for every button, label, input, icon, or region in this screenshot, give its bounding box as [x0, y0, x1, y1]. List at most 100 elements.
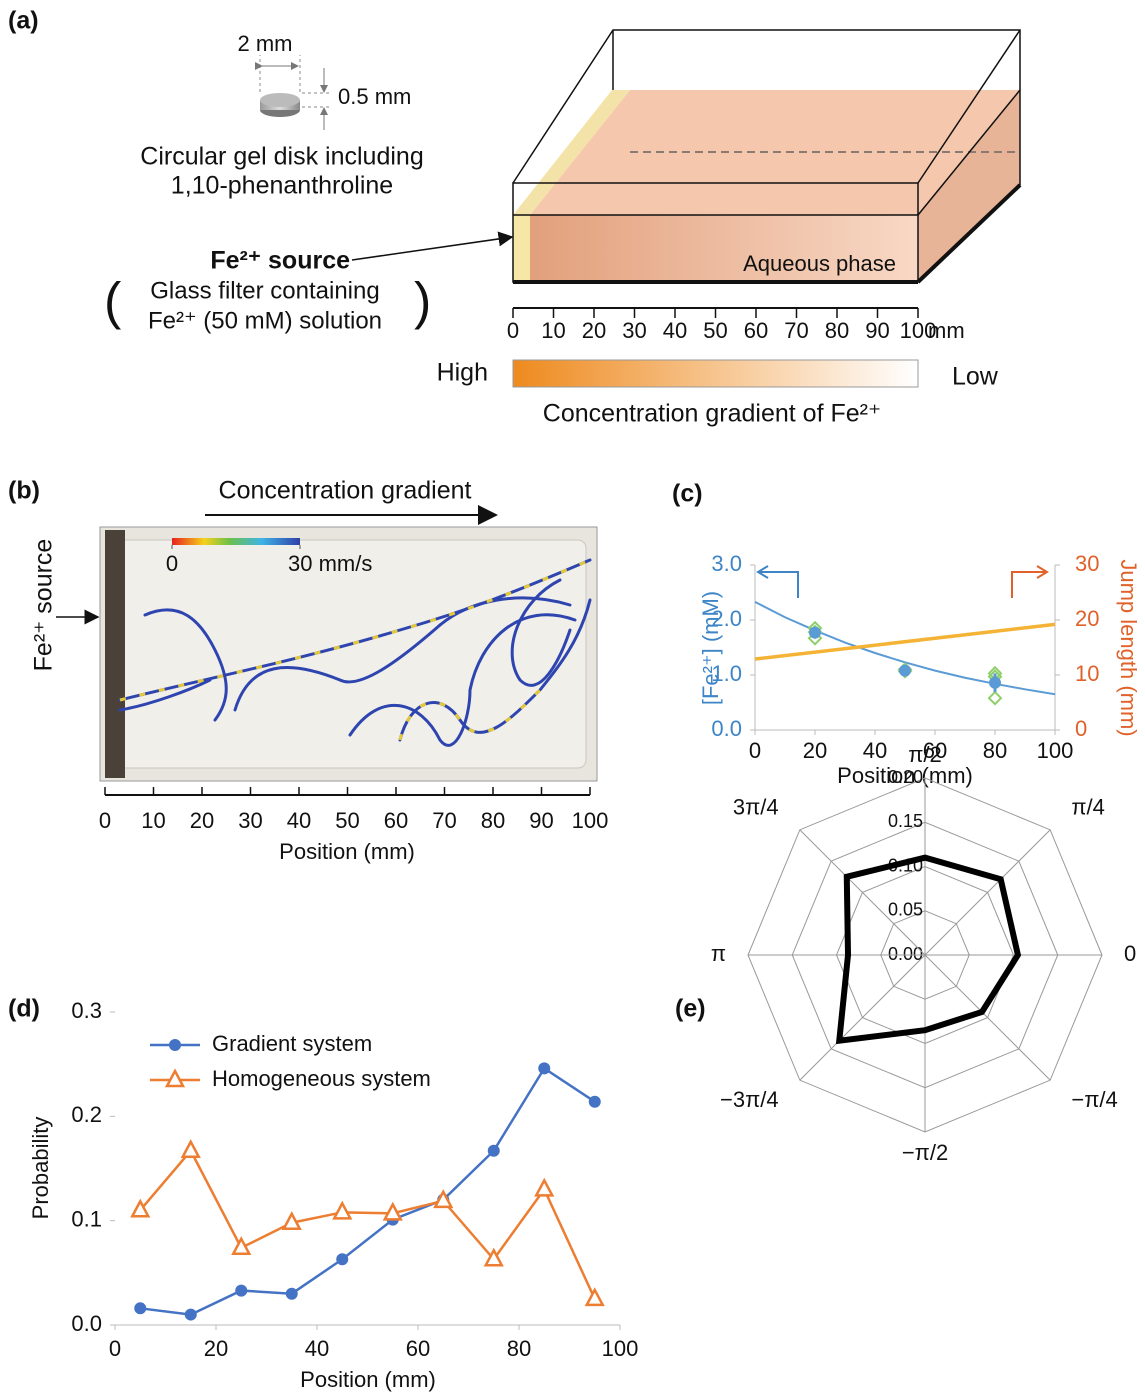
- panel-b: (b) Concentration gradient 030 mm/s Fe²⁺…: [8, 477, 608, 864]
- gradient-bar: [513, 360, 918, 387]
- x-tick-label: 20: [204, 1336, 228, 1361]
- y-axis-label: Probability: [28, 1117, 53, 1220]
- tick-label: 80: [825, 318, 849, 343]
- y-axis-label: [Fe²⁺] (mM): [698, 591, 723, 705]
- tick-label: 60: [744, 318, 768, 343]
- category-label: −π/2: [902, 1140, 948, 1165]
- panel-label: (c): [672, 480, 703, 508]
- x-tick-label: 40: [287, 808, 311, 833]
- point: [185, 1309, 197, 1321]
- source-title: Fe²⁺ source: [210, 247, 350, 275]
- category-label: −π/4: [1071, 1087, 1117, 1112]
- panel-d: (d)0.00.10.20.3020406080100Position (mm)…: [8, 995, 638, 1392]
- r-tick-label: 0.00: [888, 944, 923, 964]
- legend-label: Homogeneous system: [212, 1066, 431, 1091]
- gradient-high: High: [437, 359, 488, 387]
- y2-tick-label: 30: [1075, 551, 1099, 576]
- disk-height: 0.5 mm: [338, 84, 411, 109]
- gradient-arrow-label: Concentration gradient: [219, 477, 472, 505]
- panel-a: (a) 2 mm 0.5 mm Circular gel disk includ…: [8, 7, 1020, 428]
- mean-point: [899, 665, 911, 677]
- scale-unit: mm: [928, 318, 965, 343]
- y-tick-label: 0.1: [71, 1206, 102, 1231]
- panel-label: (b): [8, 477, 40, 505]
- point: [589, 1096, 601, 1108]
- x-tick-label: 40: [863, 738, 887, 763]
- y2-axis-label: Jump length (mm): [1116, 559, 1141, 736]
- x-tick-label: 0: [749, 738, 761, 763]
- x-tick-label: 10: [141, 808, 165, 833]
- point: [488, 1145, 500, 1157]
- phase-label: Aqueous phase: [743, 251, 896, 276]
- r-tick-label: 0.20: [888, 767, 923, 787]
- source-detail: Fe²⁺ (50 mM) solution: [148, 307, 382, 334]
- x-tick-label: 30: [238, 808, 262, 833]
- y-tick-label: 0.2: [71, 1102, 102, 1127]
- category-label: −3π/4: [720, 1087, 779, 1112]
- point: [183, 1142, 199, 1157]
- y2-tick-label: 0: [1075, 716, 1087, 741]
- category-label: 0: [1124, 941, 1136, 966]
- filter-front: [513, 215, 530, 282]
- x-tick-label: 60: [384, 808, 408, 833]
- point: [336, 1253, 348, 1265]
- category-label: π/4: [1071, 794, 1105, 819]
- x-tick-label: 100: [572, 808, 609, 833]
- legend-label: Gradient system: [212, 1031, 372, 1056]
- panel-label: (e): [675, 995, 706, 1023]
- r-tick-label: 0.15: [888, 811, 923, 831]
- x-tick-label: 100: [602, 1336, 639, 1361]
- point: [134, 1302, 146, 1314]
- colorbar: [172, 538, 300, 545]
- series-line: [755, 602, 1055, 694]
- x-axis-label: Position (mm): [300, 1367, 436, 1392]
- category-label: 3π/4: [733, 794, 779, 819]
- x-tick-label: 20: [190, 808, 214, 833]
- series-line: [755, 624, 1055, 659]
- x-tick-label: 60: [406, 1336, 430, 1361]
- point: [538, 1062, 550, 1074]
- x-tick-label: 80: [481, 808, 505, 833]
- y2-tick-label: 10: [1075, 661, 1099, 686]
- disk-caption: Circular gel disk including: [140, 143, 423, 171]
- x-tick-label: 0: [99, 808, 111, 833]
- x-tick-label: 0: [109, 1336, 121, 1361]
- point: [286, 1288, 298, 1300]
- series-line: [140, 1151, 595, 1299]
- figure: (a) 2 mm 0.5 mm Circular gel disk includ…: [0, 0, 1145, 1394]
- category-label: π: [711, 941, 726, 966]
- source-arrow: [352, 237, 512, 260]
- y-tick-label: 3.0: [711, 551, 742, 576]
- panel-c: (c)0.01.02.03.00102030020406080100Positi…: [672, 480, 1141, 788]
- mean-point: [989, 677, 1001, 689]
- legend-marker: [167, 1071, 183, 1086]
- point: [587, 1290, 603, 1305]
- paren: ): [414, 273, 431, 331]
- disk-top: [260, 93, 300, 107]
- panel-label: (a): [8, 7, 39, 35]
- tick-label: 10: [541, 318, 565, 343]
- sample-point: [989, 692, 1001, 704]
- tick-label: 40: [663, 318, 687, 343]
- y-tick-label: 0.0: [711, 716, 742, 741]
- x-tick-label: 50: [335, 808, 359, 833]
- panel-e: (e)0.000.050.100.150.200π/4π/23π/4π−3π/4…: [675, 742, 1136, 1165]
- tick-label: 70: [784, 318, 808, 343]
- tick-label: 50: [703, 318, 727, 343]
- tick-label: 20: [582, 318, 606, 343]
- x-tick-label: 20: [803, 738, 827, 763]
- gradient-caption: Concentration gradient of Fe²⁺: [543, 400, 881, 428]
- source-detail: Glass filter containing: [150, 277, 379, 304]
- disk-caption: 1,10-phenanthroline: [171, 172, 393, 200]
- point: [334, 1203, 350, 1218]
- tick-label: 30: [622, 318, 646, 343]
- legend-marker: [169, 1039, 181, 1051]
- y2-tick-label: 20: [1075, 606, 1099, 631]
- source-label: Fe²⁺ source: [30, 539, 58, 672]
- panel-label: (d): [8, 995, 40, 1023]
- x-tick-label: 40: [305, 1336, 329, 1361]
- source-strip: [105, 530, 125, 778]
- point: [536, 1180, 552, 1195]
